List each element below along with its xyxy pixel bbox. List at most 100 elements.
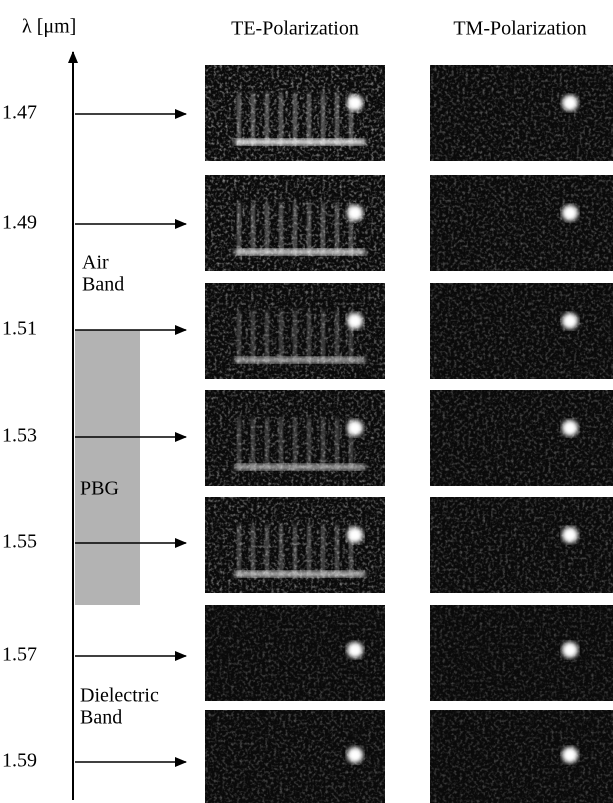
stripe — [321, 311, 325, 363]
pbg-region — [75, 330, 140, 605]
micrograph — [430, 390, 613, 486]
stripe — [265, 203, 269, 255]
image-noise — [430, 65, 613, 161]
pbg-label: PBG — [80, 478, 119, 500]
wavelength-label: 1.51 — [2, 318, 37, 340]
stripe — [279, 525, 283, 577]
micrograph — [430, 65, 613, 161]
bright-spot — [347, 642, 363, 658]
bright-spot — [562, 527, 578, 543]
band-label: Dielectric — [80, 685, 159, 707]
stripe — [293, 525, 297, 577]
image-noise — [430, 390, 613, 486]
stripe — [335, 311, 339, 363]
micrograph — [205, 283, 385, 379]
stripe — [251, 418, 255, 470]
stripe — [293, 93, 297, 145]
bright-spot — [562, 747, 578, 763]
stripe — [251, 93, 255, 145]
rows: 1.47 1.49 1.51 1.53 1.55 1.57 1.59 — [2, 65, 613, 803]
bottom-edge — [235, 464, 365, 470]
stripe — [237, 525, 241, 577]
stripe — [279, 93, 283, 145]
bottom-edge — [235, 139, 365, 145]
bottom-edge — [235, 571, 365, 577]
stripe — [265, 418, 269, 470]
wavelength-label: 1.47 — [2, 102, 37, 124]
bright-spot — [347, 95, 363, 111]
bright-spot — [347, 420, 363, 436]
bright-spot — [347, 205, 363, 221]
image-noise — [430, 497, 613, 593]
micrograph — [205, 65, 385, 161]
wavelength-label: 1.53 — [2, 425, 37, 447]
stripe — [279, 203, 283, 255]
stripe — [321, 93, 325, 145]
image-noise — [430, 605, 613, 701]
stripe — [293, 418, 297, 470]
stripe — [307, 203, 311, 255]
stripe — [349, 525, 353, 577]
stripe — [265, 93, 269, 145]
bright-spot — [347, 527, 363, 543]
micrograph — [430, 710, 613, 803]
stripe — [349, 418, 353, 470]
column-header: TM-Polarization — [453, 18, 586, 40]
bright-spot — [347, 747, 363, 763]
bottom-edge — [235, 249, 365, 255]
stripe — [349, 93, 353, 145]
stripe — [307, 525, 311, 577]
stripe — [279, 418, 283, 470]
bottom-edge — [235, 357, 365, 363]
micrograph — [205, 390, 385, 486]
band-label: Band — [82, 274, 124, 296]
micrograph — [205, 175, 385, 271]
bright-spot — [562, 205, 578, 221]
stripe — [265, 525, 269, 577]
stripe — [321, 525, 325, 577]
stripe — [251, 203, 255, 255]
stripe — [335, 525, 339, 577]
stripe — [321, 203, 325, 255]
image-noise — [430, 283, 613, 379]
stripe — [321, 418, 325, 470]
stripe — [251, 525, 255, 577]
stripe — [307, 311, 311, 363]
stripe — [293, 203, 297, 255]
micrograph — [430, 175, 613, 271]
wavelength-label: 1.55 — [2, 531, 37, 553]
stripe — [335, 203, 339, 255]
stripe — [335, 418, 339, 470]
stripe — [349, 311, 353, 363]
wavelength-label: 1.59 — [2, 750, 37, 772]
wavelength-label: 1.57 — [2, 644, 37, 666]
micrograph — [430, 605, 613, 701]
column-header: TE-Polarization — [231, 18, 359, 40]
bright-spot — [562, 313, 578, 329]
band-label: Air — [82, 252, 109, 274]
stripe — [349, 203, 353, 255]
stripe — [293, 311, 297, 363]
image-noise — [430, 175, 613, 271]
stripe — [307, 418, 311, 470]
band-label: Band — [80, 707, 122, 729]
micrograph — [430, 497, 613, 593]
bright-spot — [347, 313, 363, 329]
micrograph — [430, 283, 613, 379]
stripe — [237, 203, 241, 255]
bright-spot — [562, 642, 578, 658]
stripe — [279, 311, 283, 363]
micrograph — [205, 710, 385, 803]
stripe — [265, 311, 269, 363]
bright-spot — [562, 420, 578, 436]
micrograph — [205, 497, 385, 593]
stripe — [335, 93, 339, 145]
stripe — [251, 311, 255, 363]
axis-label: λ [μm] — [22, 16, 76, 38]
stripe — [237, 93, 241, 145]
wavelength-label: 1.49 — [2, 212, 37, 234]
bright-spot — [562, 95, 578, 111]
micrograph — [205, 605, 385, 701]
stripe — [237, 418, 241, 470]
